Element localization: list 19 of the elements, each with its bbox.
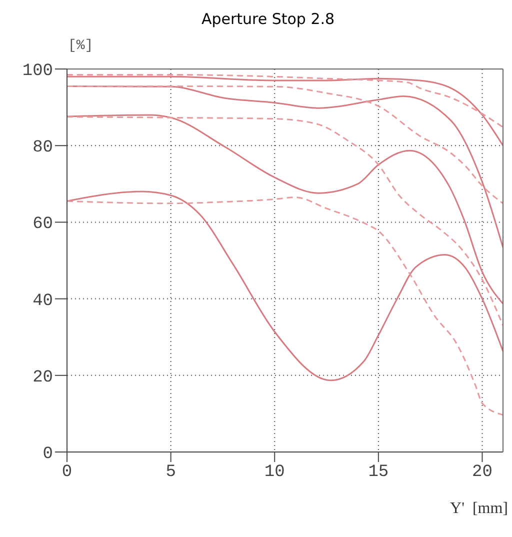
y-tick-label: 80 xyxy=(32,138,53,158)
line-series xyxy=(67,190,503,382)
line-series xyxy=(67,85,503,204)
chart-title: Aperture Stop 2.8 xyxy=(200,10,336,28)
line-series xyxy=(67,76,503,146)
x-tick-label: 15 xyxy=(368,463,389,482)
x-tick-label: 5 xyxy=(166,463,176,482)
y-tick-label: 20 xyxy=(32,368,53,388)
y-tick-label: 40 xyxy=(32,292,53,311)
x-tick-label: 20 xyxy=(472,463,492,482)
x-tick-label: 0 xyxy=(62,463,72,482)
x-tick-label: 10 xyxy=(264,463,285,482)
x-axis-title: Y' [mm] xyxy=(450,500,508,518)
y-tick-label: 0 xyxy=(42,445,53,464)
y-axis-title: [%] xyxy=(68,38,94,54)
line-series xyxy=(67,196,503,416)
y-tick-label: 60 xyxy=(32,215,53,234)
line-series xyxy=(67,74,503,128)
y-tick-label: 100 xyxy=(22,62,53,82)
